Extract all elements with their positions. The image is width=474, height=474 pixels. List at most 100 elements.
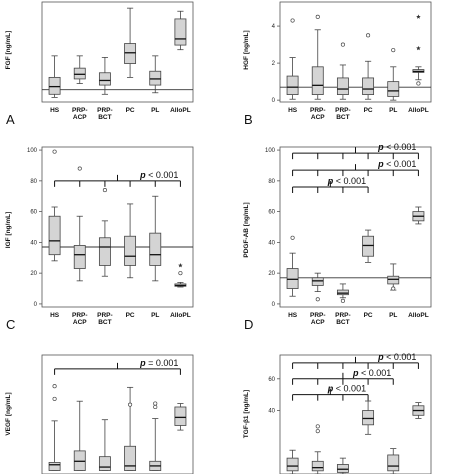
significance-bracket: p < 0.001 [292, 368, 394, 385]
outlier-point [153, 401, 158, 406]
box-0 [48, 55, 61, 98]
box-5 [174, 281, 187, 288]
box-iqr [362, 77, 375, 95]
panel-label: D [244, 317, 253, 332]
outlier-point [391, 48, 396, 53]
x-category-label: PC [126, 312, 135, 319]
box-iqr [124, 43, 137, 64]
outlier-point [340, 42, 345, 47]
plot-frame [41, 146, 194, 308]
outlier-extreme [416, 45, 421, 51]
box-5 [174, 10, 187, 51]
box-0 [48, 206, 61, 262]
box-3 [124, 7, 137, 78]
box-1 [311, 29, 324, 100]
box-iqr [286, 75, 299, 95]
outlier-point [340, 298, 345, 303]
chart-fgf: FGF [ng/mL] HS PRP-ACP PRP-BCT PC PL AlloPL A [5, 1, 194, 127]
x-category-label: AlloPL [408, 107, 429, 114]
x-category-label: PC [126, 107, 135, 114]
box-4 [149, 418, 162, 471]
y-tick-label: 4 [272, 24, 276, 30]
box-2 [98, 419, 111, 471]
y-tick-label: 0 [34, 302, 38, 308]
chart-vegf: VEGF [ng/mL]HSPRP-ACPPRP-BCTPCPLAlloPLp … [5, 354, 194, 474]
box-iqr [387, 454, 400, 472]
box-0 [286, 57, 299, 100]
significance-bracket: p < 0.001 [292, 159, 419, 177]
outlier-point [315, 297, 320, 302]
outlier-point [416, 81, 421, 86]
box-3 [124, 386, 137, 471]
x-category-label: HS [50, 107, 60, 114]
outlier-point [391, 286, 396, 291]
box-iqr [174, 18, 187, 46]
chart-pdgf: 0 20 40 60 80 100 PDGF-AB [ng/mL] HS PRP-ACP PRP-… [243, 142, 432, 332]
plot-frame [279, 146, 432, 308]
x-category-label: PL [389, 107, 397, 114]
box-3 [362, 229, 375, 263]
x-category-label: AlloPL [170, 107, 191, 114]
box-2 [98, 56, 111, 95]
box-2 [98, 220, 111, 277]
outlier-point [77, 166, 82, 171]
x-category-label: PL [151, 107, 159, 114]
y-axis-label: PDGF-AB [ng/mL] [243, 202, 250, 257]
box-iqr [362, 235, 375, 257]
y-tick-label: 60 [268, 210, 275, 216]
outlier-point [315, 429, 320, 434]
y-tick-label: 2 [272, 61, 276, 67]
x-category-label: PL [389, 312, 397, 319]
plot-frame [279, 354, 432, 474]
box-4 [387, 66, 400, 101]
box-5 [412, 66, 425, 81]
outlier-point [102, 188, 107, 193]
box-iqr [311, 277, 324, 286]
significance-bracket: p < 0.001 [292, 176, 369, 193]
box-0 [48, 420, 61, 471]
y-tick-label: 0 [272, 302, 276, 308]
box-0 [286, 449, 299, 474]
box-4 [387, 448, 400, 474]
outlier-extreme [416, 14, 421, 19]
panel-label: C [6, 317, 15, 332]
x-category-label: PRP-ACP [72, 312, 88, 326]
box-2 [336, 457, 349, 474]
outlier-extreme [178, 263, 183, 268]
box-iqr [336, 289, 349, 296]
box-5 [412, 206, 425, 225]
y-tick-label: 80 [30, 179, 37, 185]
box-5 [174, 403, 187, 431]
outlier-point [315, 14, 320, 19]
x-category-label: AlloPL [408, 312, 429, 319]
significance-bracket: p < 0.001 [292, 352, 419, 369]
plot-frame [41, 354, 194, 474]
x-category-label: AlloPL [170, 312, 191, 319]
box-iqr [174, 406, 187, 426]
y-tick-label: 60 [30, 210, 37, 216]
x-category-label: HS [288, 107, 298, 114]
outlier-point [52, 149, 57, 154]
y-axis-label: VEGF [ng/mL] [5, 392, 12, 435]
box-iqr [311, 66, 324, 95]
box-4 [387, 263, 400, 291]
p-value-label: p = 0.001 [139, 358, 178, 368]
p-value-label: p < 0.001 [377, 352, 416, 362]
box-iqr [336, 464, 349, 473]
box-iqr [73, 245, 86, 269]
significance-bracket: p < 0.001 [292, 142, 419, 160]
box-4 [149, 195, 162, 282]
plot-frame [41, 1, 194, 103]
outlier-point [290, 235, 295, 240]
outlier-point [128, 402, 133, 407]
x-category-label: PRP-BCT [97, 312, 113, 326]
panel-label: B [244, 112, 253, 127]
box-iqr [124, 445, 137, 471]
significance-bracket: p < 0.001 [292, 384, 369, 401]
x-category-label: PL [151, 312, 159, 319]
x-category-label: PRP-BCT [335, 312, 351, 326]
outlier-point [315, 424, 320, 429]
box-5 [412, 402, 425, 419]
box-3 [362, 60, 375, 100]
